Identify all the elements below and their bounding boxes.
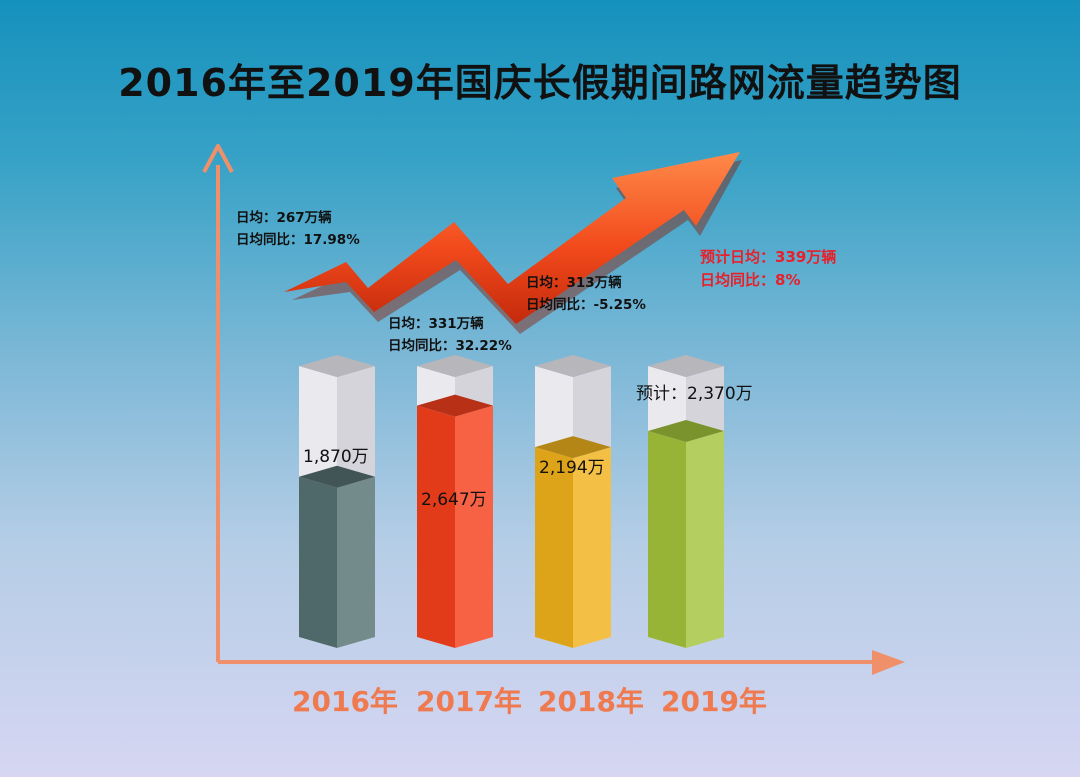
bar-3 [648, 355, 724, 648]
bar-fill-right [686, 431, 724, 648]
bar-value-label: 2,194万 [539, 458, 605, 478]
annotation-2019-daily: 预计日均：339万辆 [700, 248, 837, 266]
bar-fill-right [573, 447, 611, 648]
bar-0 [299, 355, 375, 648]
annotation-2016: 日均：267万辆 日均同比：17.98% [236, 207, 360, 251]
bar-fill-right [337, 476, 375, 648]
bar-container-top [417, 355, 493, 377]
x-tick-label: 2016年 [292, 685, 398, 718]
bar-2 [535, 355, 611, 648]
x-tick-label: 2017年 [416, 685, 522, 718]
bar-value-label: 1,870万 [303, 447, 369, 467]
bar-fill-top [299, 465, 375, 488]
y-axis-arrowhead [202, 144, 234, 173]
bar-fill-top [648, 420, 724, 443]
chart-title: 2016年至2019年国庆长假期间路网流量趋势图 [118, 61, 962, 105]
annotation-2017-daily: 日均：331万辆 [388, 316, 484, 332]
bar-container-top [648, 355, 724, 377]
bar-container-top [299, 355, 375, 377]
annotation-2018: 日均：313万辆 日均同比：-5.25% [526, 272, 646, 316]
annotation-2016-daily: 日均：267万辆 [236, 210, 332, 226]
bar-1 [417, 355, 493, 648]
bar-fill-right [455, 405, 493, 648]
x-tick-label: 2018年 [538, 685, 644, 718]
annotation-2019-yoy: 日均同比：8% [700, 271, 801, 289]
bar-value-label: 预计：2,370万 [636, 384, 753, 404]
bar-fill-left [417, 405, 455, 648]
bar-value-label: 2,647万 [421, 490, 487, 510]
annotation-2017: 日均：331万辆 日均同比：32.22% [388, 313, 512, 357]
annotation-2017-yoy: 日均同比：32.22% [388, 338, 512, 354]
bar-fill-left [535, 447, 573, 648]
trend-arrow [284, 152, 740, 324]
annotation-2018-daily: 日均：313万辆 [526, 275, 622, 291]
bar-fill-top [535, 436, 611, 459]
annotation-2018-yoy: 日均同比：-5.25% [526, 297, 646, 313]
bar-fill-left [299, 476, 337, 648]
bar-container-top [535, 355, 611, 377]
x-tick-label: 2019年 [661, 685, 767, 718]
x-axis-arrowhead [872, 650, 905, 675]
annotation-2016-yoy: 日均同比：17.98% [236, 232, 360, 248]
bar-fill-left [648, 431, 686, 648]
bar-fill-top [417, 394, 493, 417]
annotation-2019: 预计日均：339万辆 日均同比：8% [700, 246, 836, 292]
